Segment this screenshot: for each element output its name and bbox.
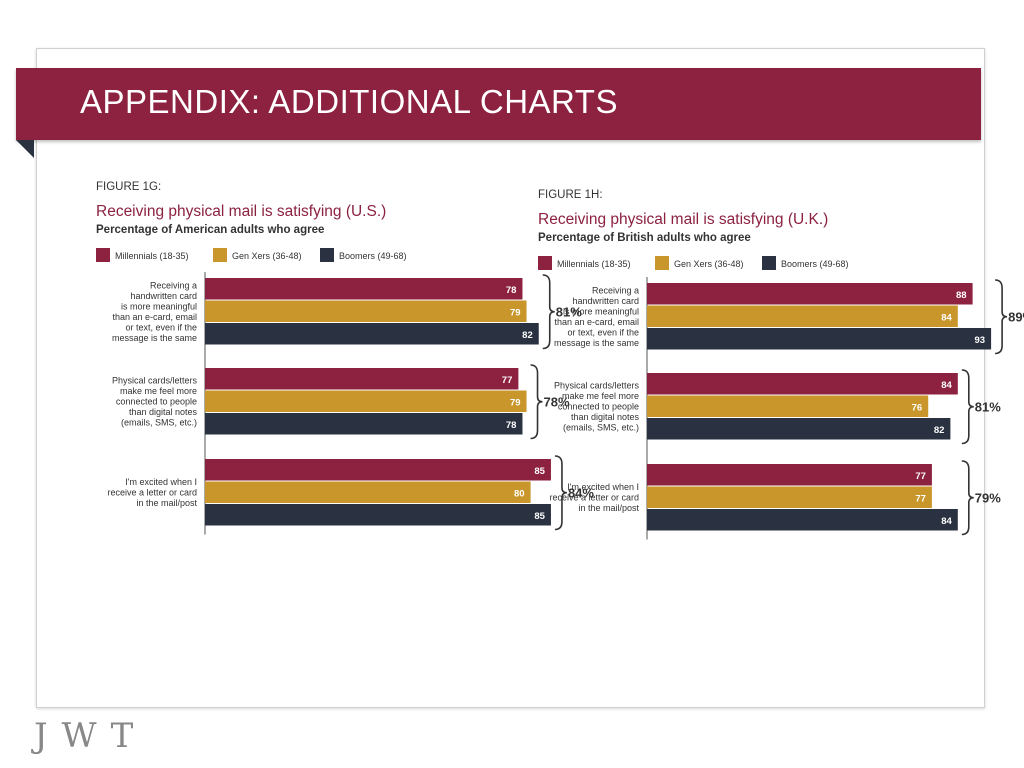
bar-value-label: 78 (506, 420, 517, 431)
bar-value-label: 79 (510, 397, 521, 408)
bar-value-label: 82 (934, 425, 945, 436)
bar-genx (647, 305, 958, 327)
bar-genx (205, 390, 527, 412)
bar-value-label: 78 (506, 285, 517, 296)
chart-title: Receiving physical mail is satisfying (U… (96, 203, 386, 220)
bar-value-label: 77 (915, 493, 926, 504)
group-brace (961, 369, 974, 445)
slide-title: APPENDIX: ADDITIONAL CHARTS (80, 83, 618, 120)
legend-label-millennials: Millennials (18-35) (557, 259, 631, 269)
bar-value-label: 77 (502, 375, 513, 386)
group-total-label: 89% (1008, 309, 1024, 324)
figure-label: FIGURE 1G: (96, 181, 161, 193)
group-brace (995, 279, 1008, 355)
bar-value-label: 77 (915, 471, 926, 482)
bar-value-label: 85 (534, 511, 545, 522)
legend-swatch-millennials (96, 248, 110, 262)
chart-subtitle: Percentage of American adults who agree (96, 224, 324, 236)
bar-boomers (205, 504, 551, 526)
chart-title: Receiving physical mail is satisfying (U… (538, 211, 828, 228)
group-brace (961, 460, 974, 536)
bar-boomers (647, 509, 958, 531)
bar-genx (205, 481, 531, 503)
legend-swatch-genx (655, 256, 669, 270)
group-total-label: 78% (544, 394, 570, 409)
group-brace (542, 274, 555, 350)
chart-figure-1h: FIGURE 1H: Receiving physical mail is sat… (538, 186, 1024, 561)
legend-label-genx: Gen Xers (36-48) (674, 259, 744, 269)
group-total-label: 84% (568, 485, 594, 500)
bar-value-label: 76 (912, 402, 923, 413)
bar-millennials (647, 464, 932, 486)
title-banner (16, 68, 981, 140)
category-label: Physical cards/letters make me feel more c… (554, 381, 640, 433)
bar-millennials (647, 283, 973, 305)
bar-value-label: 93 (975, 335, 986, 346)
bar-boomers (205, 413, 523, 435)
legend-swatch-boomers (320, 248, 334, 262)
bar-value-label: 80 (514, 488, 525, 499)
group-total-label: 79% (975, 490, 1001, 505)
chart-svg-us: FIGURE 1G: Receiving physical mail is sat… (96, 181, 594, 535)
bar-millennials (205, 278, 523, 300)
figure-label: FIGURE 1H: (538, 189, 603, 201)
category-label: Receiving a handwritten card is more meani… (554, 285, 639, 348)
bar-genx (647, 395, 929, 417)
legend-swatch-millennials (538, 256, 552, 270)
bar-millennials (647, 373, 958, 395)
category-label: Physical cards/letters make me feel more c… (112, 376, 198, 428)
legend-swatch-genx (213, 248, 227, 262)
group-brace (554, 455, 567, 531)
bar-value-label: 79 (510, 307, 521, 318)
bar-value-label: 84 (941, 312, 952, 323)
bar-boomers (647, 418, 951, 440)
bar-value-label: 82 (522, 330, 533, 341)
jwt-logo: JWT (34, 716, 148, 756)
category-label: Receiving a handwritten card is more meani… (112, 280, 197, 343)
legend-label-millennials: Millennials (18-35) (115, 251, 189, 261)
bar-value-label: 85 (534, 466, 545, 477)
bar-millennials (205, 459, 551, 481)
legend-label-boomers: Boomers (49-68) (339, 251, 407, 261)
bar-boomers (205, 323, 539, 345)
chart-figure-1g: FIGURE 1G: Receiving physical mail is sat… (96, 178, 594, 553)
legend-label-genx: Gen Xers (36-48) (232, 251, 302, 261)
banner-fold (16, 140, 34, 158)
bar-millennials (205, 368, 519, 390)
chart-subtitle: Percentage of British adults who agree (538, 232, 751, 244)
bar-boomers (647, 328, 992, 350)
group-total-label: 81% (556, 304, 582, 319)
legend-label-boomers: Boomers (49-68) (781, 259, 849, 269)
group-total-label: 81% (975, 399, 1001, 414)
chart-svg-uk: FIGURE 1H: Receiving physical mail is sat… (538, 189, 1024, 540)
bar-genx (205, 300, 527, 322)
bar-genx (647, 486, 932, 508)
bar-value-label: 84 (941, 516, 952, 527)
bar-value-label: 84 (941, 380, 952, 391)
legend-swatch-boomers (762, 256, 776, 270)
bar-value-label: 88 (956, 290, 967, 301)
